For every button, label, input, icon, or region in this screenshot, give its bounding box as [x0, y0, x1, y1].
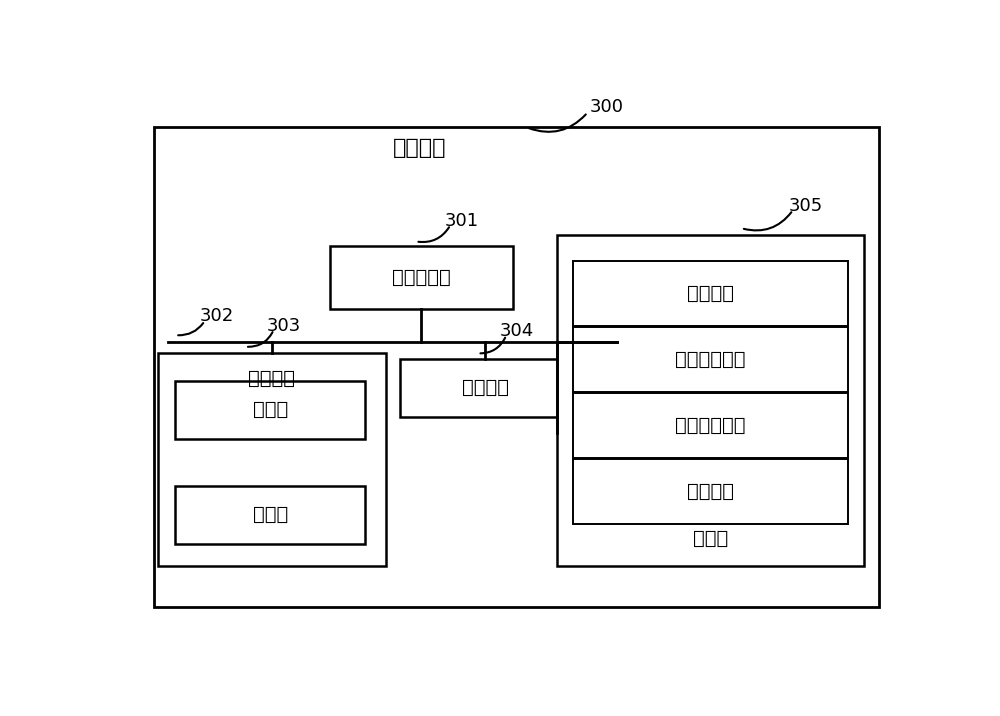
Bar: [573, 326, 848, 392]
Text: 网络通信模块: 网络通信模块: [675, 350, 746, 369]
Bar: [154, 127, 879, 607]
Bar: [573, 459, 848, 524]
Text: 中央处理器: 中央处理器: [392, 268, 451, 287]
Text: 网络接口: 网络接口: [462, 378, 509, 397]
Text: 305: 305: [788, 197, 823, 215]
Text: 300: 300: [590, 98, 624, 116]
Bar: [573, 261, 848, 326]
Text: 用户接口: 用户接口: [248, 369, 295, 387]
Bar: [400, 359, 571, 417]
Bar: [573, 393, 848, 458]
Text: 操作系统: 操作系统: [687, 284, 734, 303]
Text: 302: 302: [199, 307, 234, 325]
Text: 存储器: 存储器: [693, 528, 728, 548]
Text: 摄像头: 摄像头: [253, 400, 288, 420]
Text: 301: 301: [445, 212, 479, 230]
Text: 用户接口模块: 用户接口模块: [675, 416, 746, 435]
Text: 显示屏: 显示屏: [253, 505, 288, 524]
Bar: [175, 485, 365, 543]
Bar: [158, 353, 386, 566]
Bar: [330, 246, 512, 309]
Bar: [557, 235, 864, 566]
Text: 304: 304: [499, 322, 534, 340]
Text: 电子设备: 电子设备: [393, 137, 446, 158]
Text: 程序指令: 程序指令: [687, 482, 734, 501]
Bar: [175, 381, 365, 439]
Text: 303: 303: [267, 316, 301, 335]
